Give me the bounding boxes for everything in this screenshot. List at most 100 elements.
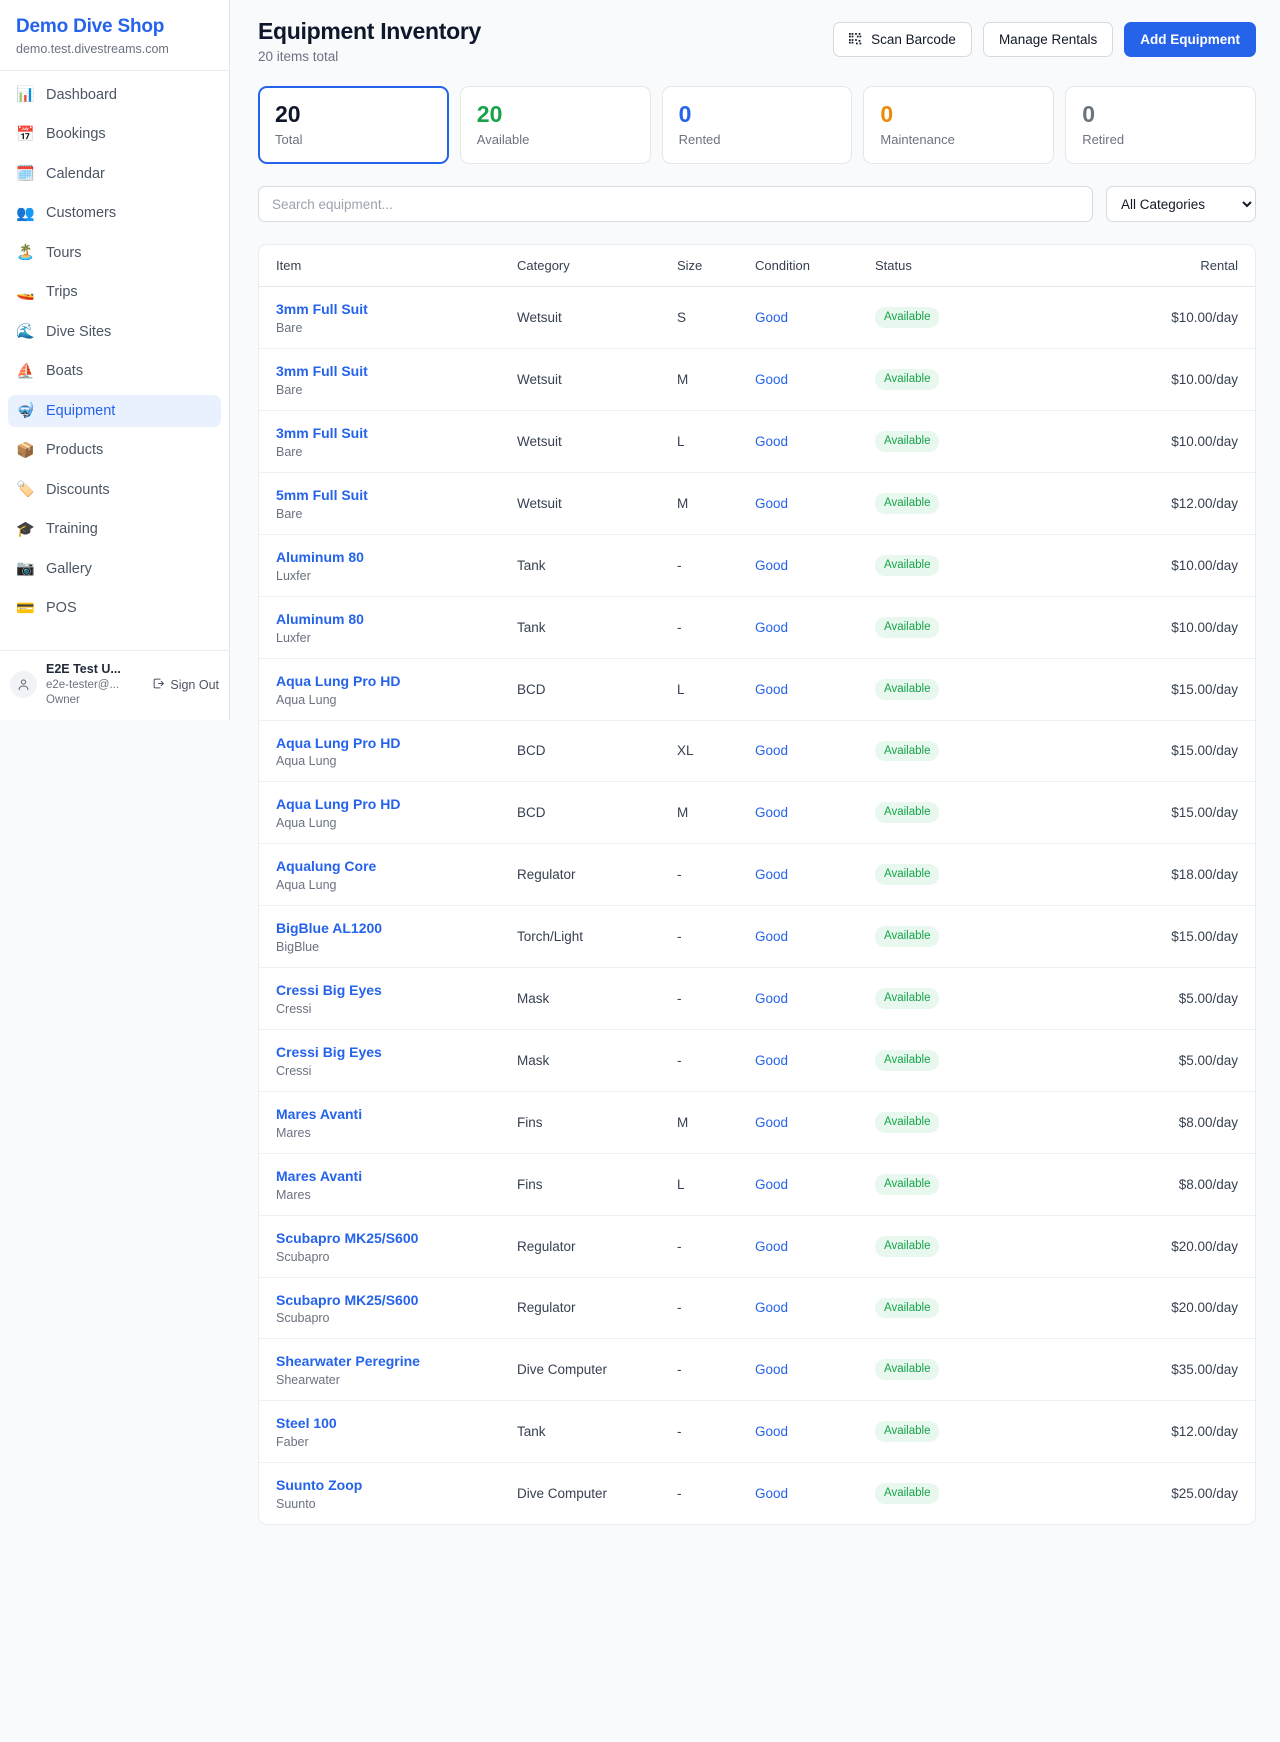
column-header-category[interactable]: Category	[509, 245, 669, 288]
sidebar-item-tours[interactable]: 🏝️ Tours	[8, 237, 221, 269]
item-link[interactable]: BigBlue AL1200	[276, 920, 383, 937]
sidebar-item-gallery[interactable]: 📷 Gallery	[8, 553, 221, 585]
condition-link[interactable]: Good	[755, 867, 789, 883]
column-header-item[interactable]: Item	[259, 245, 509, 288]
stat-card-available[interactable]: 20 Available	[459, 86, 651, 165]
sidebar-item-customers[interactable]: 👥 Customers	[8, 197, 221, 229]
table-row[interactable]: BigBlue AL1200 BigBlue Torch/Light - Good Ava…	[259, 905, 1255, 969]
condition-link[interactable]: Good	[755, 1362, 789, 1378]
condition-link[interactable]: Good	[755, 372, 789, 388]
main-content: Equipment Inventory 20 items total	[230, 0, 1280, 1549]
user-role: Owner	[46, 693, 80, 706]
item-link[interactable]: Aluminum 80	[276, 548, 364, 565]
stat-card-rented[interactable]: 0 Rented	[661, 86, 853, 165]
column-header-size[interactable]: Size	[669, 245, 747, 288]
item-link[interactable]: Cressi Big Eyes	[276, 982, 382, 999]
table-row[interactable]: Aluminum 80 Luxfer Tank - Good Available $10.0…	[259, 534, 1255, 597]
condition-link[interactable]: Good	[755, 557, 789, 573]
stat-card-maintenance[interactable]: 0 Maintenance	[863, 86, 1055, 165]
table-row[interactable]: Cressi Big Eyes Cressi Mask - Good Available $…	[259, 967, 1255, 1030]
sidebar-item-bookings[interactable]: 📅 Bookings	[8, 118, 221, 150]
column-header-status[interactable]: Status	[867, 245, 1007, 288]
table-row[interactable]: Aqualung Core Aqua Lung Regulator - Good Avai…	[259, 843, 1255, 907]
cell-item: Scubapro MK25/S600 Scubapro	[259, 1215, 509, 1278]
sidebar-item-equipment[interactable]: 🤿 Equipment	[8, 394, 221, 427]
item-link[interactable]: Scubapro MK25/S600	[276, 1291, 419, 1308]
category-select[interactable]: All Categories	[1106, 186, 1256, 223]
item-link[interactable]: Aqua Lung Pro HD	[276, 734, 401, 751]
item-link[interactable]: Aqua Lung Pro HD	[276, 796, 401, 813]
item-link[interactable]: Cressi Big Eyes	[276, 1043, 382, 1060]
item-link[interactable]: Scubapro MK25/S600	[276, 1229, 419, 1246]
condition-link[interactable]: Good	[755, 1238, 789, 1254]
table-row[interactable]: Aqua Lung Pro HD Aqua Lung BCD M Good Availab…	[259, 781, 1255, 845]
manage-rentals-button[interactable]: Manage Rentals	[982, 22, 1114, 57]
table-row[interactable]: Aqua Lung Pro HD Aqua Lung BCD XL Good Availa…	[259, 720, 1255, 783]
condition-link[interactable]: Good	[755, 1424, 789, 1440]
table-row[interactable]: Shearwater Peregrine Shearwater Dive Compu…	[259, 1338, 1255, 1402]
condition-link[interactable]: Good	[755, 743, 789, 759]
condition-link[interactable]: Good	[755, 929, 789, 945]
condition-link[interactable]: Good	[755, 1052, 789, 1068]
item-link[interactable]: Steel 100	[276, 1415, 337, 1432]
condition-link[interactable]: Good	[755, 991, 789, 1007]
search-input[interactable]	[258, 186, 1093, 223]
item-link[interactable]: Mares Avanti	[276, 1167, 363, 1184]
stat-label: Rented	[678, 132, 721, 148]
sidebar-item-trips[interactable]: 🚤 Trips	[8, 276, 221, 308]
table-row[interactable]: 3mm Full Suit Bare Wetsuit L Good Available $1…	[259, 410, 1255, 473]
column-header-rental[interactable]: Rental	[1007, 245, 1255, 288]
condition-link[interactable]: Good	[755, 495, 789, 511]
table-row[interactable]: 3mm Full Suit Bare Wetsuit S Good Available $1…	[259, 286, 1255, 350]
table-row[interactable]: Scubapro MK25/S600 Scubapro Regulator - Good…	[259, 1215, 1255, 1278]
sign-out-button[interactable]: Sign Out	[152, 677, 219, 693]
condition-link[interactable]: Good	[755, 1300, 789, 1316]
column-header-condition[interactable]: Condition	[747, 245, 867, 288]
brand-block[interactable]: Demo Dive Shop demo.test.divestreams.com	[0, 0, 229, 71]
condition-link[interactable]: Good	[755, 434, 789, 450]
table-row[interactable]: 5mm Full Suit Bare Wetsuit M Good Available $1…	[259, 472, 1255, 535]
table-row[interactable]: Aluminum 80 Luxfer Tank - Good Available $10.0…	[259, 596, 1255, 659]
item-link[interactable]: Suunto Zoop	[276, 1477, 363, 1494]
sidebar-item-training[interactable]: 🎓 Training	[8, 513, 221, 545]
condition-link[interactable]: Good	[755, 619, 789, 635]
table-row[interactable]: Steel 100 Faber Tank - Good Available $12.00/d…	[259, 1400, 1255, 1464]
item-link[interactable]: Aqua Lung Pro HD	[276, 672, 401, 689]
condition-link[interactable]: Good	[755, 310, 789, 326]
item-link[interactable]: Mares Avanti	[276, 1105, 363, 1122]
table-row[interactable]: Mares Avanti Mares Fins L Good Available $8.00…	[259, 1153, 1255, 1216]
sidebar-item-dive-sites[interactable]: 🌊 Dive Sites	[8, 316, 221, 348]
user-profile-block: E2E Test U... e2e-tester@... Owner Sign …	[0, 650, 229, 720]
table-row[interactable]: Suunto Zoop Suunto Dive Computer - Good Avail…	[259, 1463, 1255, 1524]
add-equipment-button[interactable]: Add Equipment	[1124, 22, 1256, 57]
condition-link[interactable]: Good	[755, 805, 789, 821]
stat-card-retired[interactable]: 0 Retired	[1065, 86, 1256, 165]
item-link[interactable]: Aluminum 80	[276, 610, 364, 627]
item-link[interactable]: 5mm Full Suit	[276, 486, 368, 503]
item-link[interactable]: Aqualung Core	[276, 858, 377, 875]
cell-status: Available	[867, 905, 1007, 969]
sidebar-item-boats[interactable]: ⛵ Boats	[8, 355, 221, 387]
sidebar-item-discounts[interactable]: 🏷️ Discounts	[8, 474, 221, 506]
condition-link[interactable]: Good	[755, 1486, 789, 1502]
table-row[interactable]: Scubapro MK25/S600 Scubapro Regulator - Good…	[259, 1277, 1255, 1340]
table-row[interactable]: Cressi Big Eyes Cressi Mask - Good Available $…	[259, 1029, 1255, 1092]
condition-link[interactable]: Good	[755, 1114, 789, 1130]
table-row[interactable]: 3mm Full Suit Bare Wetsuit M Good Available $1…	[259, 348, 1255, 412]
sidebar-item-calendar[interactable]: 🗓️ Calendar	[8, 158, 221, 190]
status-badge: Available	[875, 864, 940, 886]
table-row[interactable]: Aqua Lung Pro HD Aqua Lung BCD L Good Availab…	[259, 658, 1255, 721]
sidebar-item-dashboard[interactable]: 📊 Dashboard	[8, 79, 221, 111]
item-link[interactable]: Shearwater Peregrine	[276, 1353, 420, 1370]
item-link[interactable]: 3mm Full Suit	[276, 425, 368, 442]
cell-item: Aqua Lung Pro HD Aqua Lung	[259, 658, 509, 721]
item-link[interactable]: 3mm Full Suit	[276, 363, 368, 380]
table-row[interactable]: Mares Avanti Mares Fins M Good Available $8.00…	[259, 1091, 1255, 1154]
sidebar-item-products[interactable]: 📦 Products	[8, 434, 221, 466]
sidebar-item-pos[interactable]: 💳 POS	[8, 592, 221, 624]
item-link[interactable]: 3mm Full Suit	[276, 301, 368, 318]
stat-card-total[interactable]: 20 Total	[258, 86, 449, 165]
condition-link[interactable]: Good	[755, 681, 789, 697]
condition-link[interactable]: Good	[755, 1176, 789, 1192]
scan-barcode-button[interactable]: Scan Barcode	[833, 22, 972, 57]
